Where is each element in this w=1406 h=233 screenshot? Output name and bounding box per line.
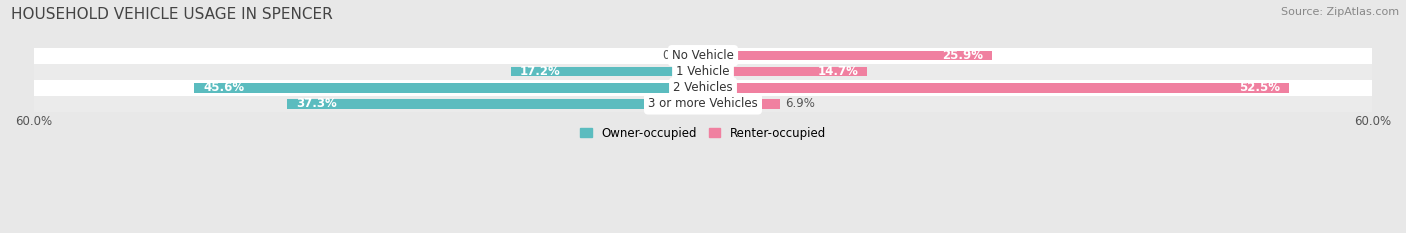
Text: HOUSEHOLD VEHICLE USAGE IN SPENCER: HOUSEHOLD VEHICLE USAGE IN SPENCER (11, 7, 333, 22)
Text: 2 Vehicles: 2 Vehicles (673, 81, 733, 94)
Bar (34, 80, 1372, 96)
Bar (34, 96, 1372, 112)
Text: 52.5%: 52.5% (1239, 81, 1279, 94)
Bar (703, 83, 1289, 93)
Text: 14.7%: 14.7% (817, 65, 858, 78)
Text: Source: ZipAtlas.com: Source: ZipAtlas.com (1281, 7, 1399, 17)
Text: 0.0%: 0.0% (662, 49, 692, 62)
Bar (34, 64, 1372, 80)
Bar (287, 99, 703, 109)
Bar (34, 48, 1372, 64)
Text: 45.6%: 45.6% (202, 81, 245, 94)
Text: 17.2%: 17.2% (520, 65, 561, 78)
Text: 6.9%: 6.9% (786, 97, 815, 110)
Text: 25.9%: 25.9% (942, 49, 983, 62)
Text: 37.3%: 37.3% (295, 97, 336, 110)
Text: 1 Vehicle: 1 Vehicle (676, 65, 730, 78)
Legend: Owner-occupied, Renter-occupied: Owner-occupied, Renter-occupied (579, 127, 827, 140)
Bar (512, 67, 703, 76)
Bar (703, 99, 780, 109)
Text: 3 or more Vehicles: 3 or more Vehicles (648, 97, 758, 110)
Bar (703, 51, 993, 60)
Bar (703, 67, 868, 76)
Bar (194, 83, 703, 93)
Text: No Vehicle: No Vehicle (672, 49, 734, 62)
